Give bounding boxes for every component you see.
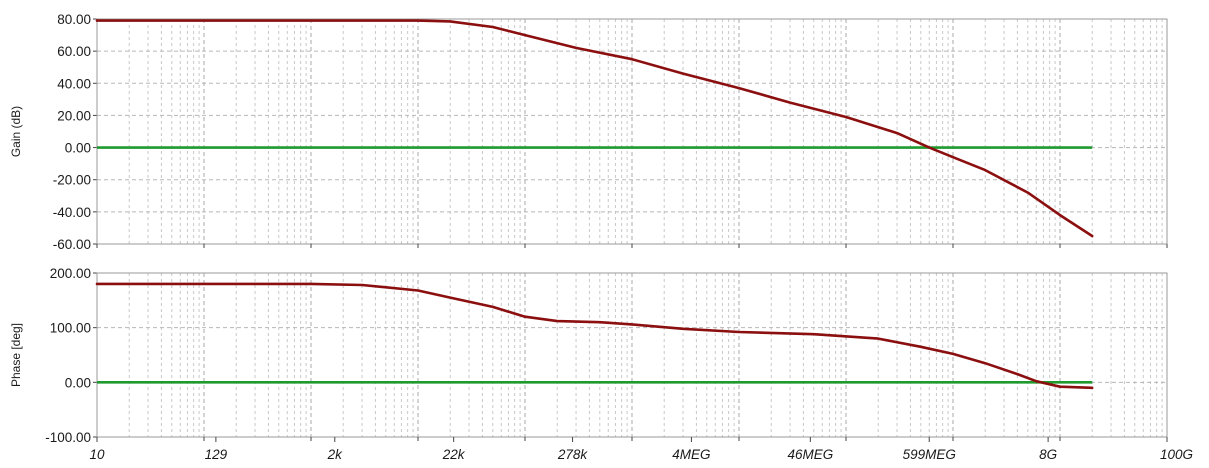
phase-curve — [95, 282, 1094, 390]
y-tick-label: 200.00 — [50, 266, 91, 281]
x-tick-label: 22k — [442, 447, 466, 462]
y-tick-label: 40.00 — [57, 76, 91, 91]
gain-curve — [95, 19, 1094, 238]
y-tick-label: -100.00 — [45, 430, 91, 445]
x-tick-label: 46MEG — [787, 447, 833, 462]
y-tick-label: -60.00 — [53, 237, 91, 252]
y-tick-label: -20.00 — [53, 173, 91, 188]
y-axis-label: Gain (dB) — [9, 106, 23, 157]
y-tick-label: 0.00 — [65, 141, 91, 156]
x-tick-label: 100G — [1160, 447, 1193, 462]
x-tick-label: 8G — [1039, 447, 1057, 462]
x-tick-label: 278k — [557, 447, 589, 462]
phase-panel: 200.00 100.00 0.00 -100.00 Phase [deg] — [9, 266, 1168, 445]
y-tick-label: 0.00 — [65, 375, 91, 390]
x-tick-label: 129 — [205, 447, 228, 462]
x-tick-label: 599MEG — [903, 447, 956, 462]
x-tick-label: 10 — [89, 447, 105, 462]
y-tick-label: 100.00 — [50, 321, 91, 336]
y-axis-label: Phase [deg] — [9, 323, 23, 387]
x-tick-label: 4MEG — [672, 447, 710, 462]
gain-panel: 80.00 60.00 40.00 20.00 0.00 -20.00 -40.00 -60.… — [9, 12, 1168, 252]
x-axis: 10 129 2k 22k 278k 4MEG 46MEG 599MEG 8G 100G — [89, 437, 1193, 462]
y-tick-label: -40.00 — [53, 205, 91, 220]
y-tick-label: 60.00 — [57, 44, 91, 59]
y-tick-label: 20.00 — [57, 108, 91, 123]
x-tick-label: 2k — [327, 447, 344, 462]
y-tick-label: 80.00 — [57, 12, 91, 27]
